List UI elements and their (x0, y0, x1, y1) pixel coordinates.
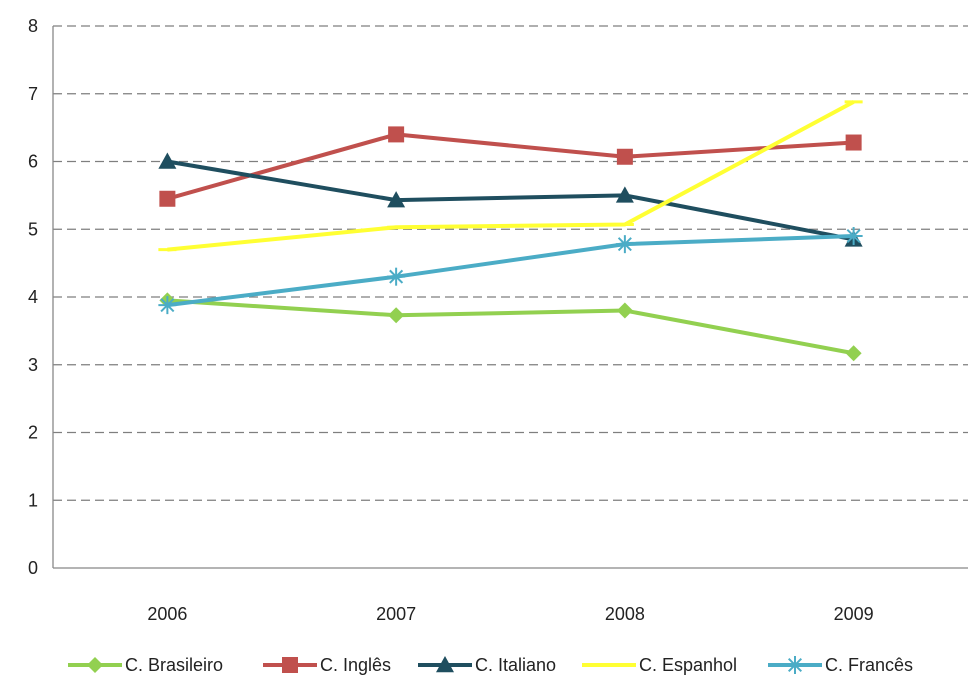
y-tick-labels: 0 1 2 3 4 5 6 7 8 (28, 16, 38, 578)
series-lines (158, 100, 863, 362)
y-tick-label: 5 (28, 219, 38, 239)
data-point (616, 148, 633, 165)
legend: C. Brasileiro C. Inglês C. Italiano C. Espa… (68, 655, 913, 675)
gridlines (53, 25, 968, 501)
legend-item: C. Inglês (263, 655, 391, 675)
y-tick-label: 7 (28, 84, 38, 104)
data-point (387, 191, 406, 208)
data-point (387, 267, 406, 286)
x-tick-label: 2009 (834, 604, 874, 624)
legend-label: C. Italiano (475, 655, 556, 675)
y-tick-label: 8 (28, 16, 38, 36)
series-line (167, 234, 854, 308)
legend-item: C. Brasileiro (68, 655, 223, 675)
legend-label: C. Inglês (320, 655, 391, 675)
legend-item: C. Francês (768, 655, 913, 675)
data-point (844, 227, 863, 246)
data-point (388, 307, 405, 324)
data-point (616, 302, 633, 319)
series-c-espanhol (158, 100, 863, 252)
series-line (167, 100, 855, 252)
series-line (167, 298, 854, 356)
y-tick-label: 6 (28, 152, 38, 172)
series-c-brasileiro (159, 292, 862, 362)
legend-marker (282, 657, 298, 673)
series-c-italiano (158, 152, 863, 247)
legend-item: C. Espanhol (582, 655, 737, 675)
series-c-franc-s (158, 227, 863, 315)
data-point (158, 296, 177, 315)
y-tick-label: 0 (28, 558, 38, 578)
data-point (158, 152, 177, 169)
legend-marker (786, 656, 804, 674)
series-c-ingl-s (159, 126, 862, 207)
x-tick-labels: 2006 2007 2008 2009 (147, 604, 873, 624)
legend-label: C. Brasileiro (125, 655, 223, 675)
legend-item: C. Italiano (418, 655, 556, 675)
y-tick-label: 4 (28, 287, 38, 307)
data-point (615, 186, 634, 203)
y-tick-label: 3 (28, 355, 38, 375)
axes (52, 26, 968, 569)
x-tick-label: 2007 (376, 604, 416, 624)
data-point (159, 190, 176, 207)
y-tick-label: 1 (28, 490, 38, 510)
x-tick-label: 2008 (605, 604, 645, 624)
legend-label: C. Francês (825, 655, 913, 675)
legend-marker (87, 657, 103, 673)
data-point (845, 345, 862, 362)
data-point (845, 134, 862, 151)
y-tick-label: 2 (28, 423, 38, 443)
series-line (167, 159, 855, 242)
x-tick-label: 2006 (147, 604, 187, 624)
legend-label: C. Espanhol (639, 655, 737, 675)
data-point (388, 126, 405, 143)
series-line (166, 132, 854, 201)
data-point (615, 235, 634, 254)
legend-marker (436, 656, 454, 673)
